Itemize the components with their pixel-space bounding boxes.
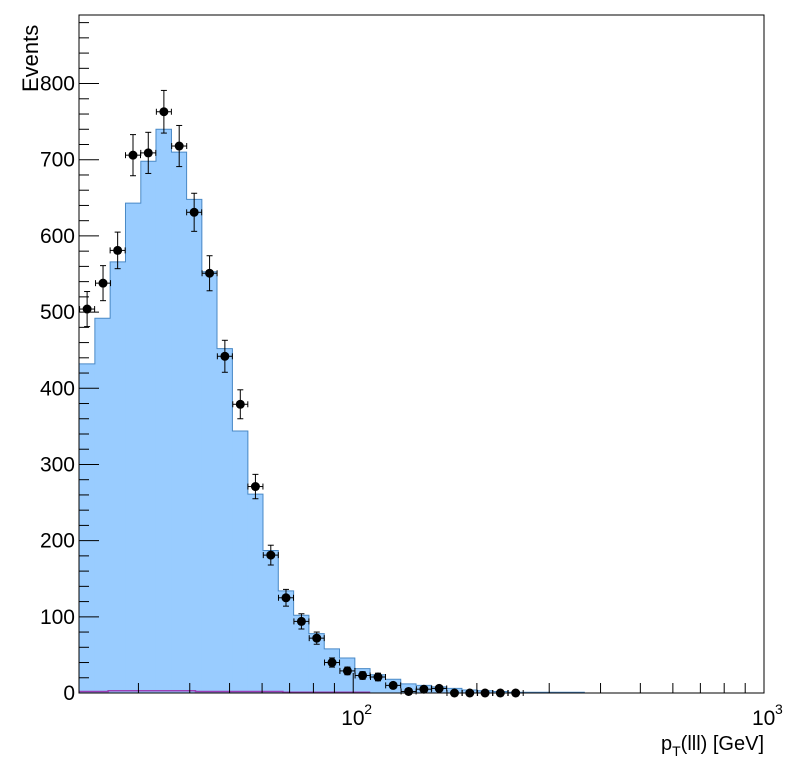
data-marker: [327, 658, 337, 668]
data-point: [201, 255, 218, 292]
minor-background-line: [79, 689, 371, 693]
data-marker: [312, 633, 322, 643]
data-point: [232, 389, 249, 420]
x-tick-label: 10: [341, 707, 364, 730]
mc-bin-bar: [262, 550, 279, 693]
mc-bin-bar: [247, 494, 264, 693]
data-point: [109, 231, 126, 270]
mc-bin-bar: [94, 318, 111, 693]
data-marker: [82, 304, 92, 314]
y-tick-label: 800: [40, 73, 75, 96]
data-point: [293, 613, 310, 630]
data-point: [339, 666, 356, 676]
x-axis-label: pT(lll) [GeV]: [661, 733, 764, 759]
mc-bin-bar: [201, 271, 218, 693]
mc-bin-bar: [171, 152, 188, 693]
axis-ticks: [79, 22, 765, 694]
data-point: [400, 686, 417, 696]
data-marker: [205, 268, 215, 278]
mc-bin-bar: [308, 633, 325, 693]
data-marker: [113, 245, 123, 255]
mc-bin-bar: [217, 348, 233, 693]
data-point: [385, 680, 402, 690]
y-tick-label: 700: [40, 149, 75, 172]
y-tick-label: 400: [40, 377, 75, 400]
data-point: [186, 192, 203, 232]
y-tick-label: 300: [40, 453, 75, 476]
x-tick-exponent: 3: [775, 701, 783, 717]
data-point: [277, 588, 294, 607]
data-point: [415, 684, 432, 694]
data-point: [124, 134, 142, 177]
mc-bin-bar: [370, 674, 386, 693]
data-point: [79, 291, 96, 328]
data-marker: [189, 207, 199, 217]
y-tick-label: 0: [63, 682, 75, 705]
mc-bin-bar: [232, 430, 249, 693]
mc-stack: [78, 128, 646, 694]
data-marker: [434, 683, 444, 693]
data-marker: [159, 107, 169, 117]
mc-outline: [78, 128, 646, 694]
data-marker: [281, 593, 291, 603]
mc-bin-bar: [110, 261, 126, 693]
data-marker: [220, 351, 230, 361]
mc-bin-bar: [140, 161, 157, 694]
plot-frame: [78, 14, 765, 694]
data-marker: [98, 278, 108, 288]
y-tick-labels: 0 100 200 300 400 500 600 700 800: [40, 73, 75, 705]
minor-background: [79, 689, 371, 693]
mc-bin-bar: [79, 363, 96, 693]
data-marker: [358, 670, 368, 680]
mc-bin-bar: [278, 590, 295, 693]
data-point: [140, 131, 157, 174]
y-tick-label: 100: [40, 606, 75, 629]
data-marker: [174, 141, 184, 151]
data-marker: [266, 550, 276, 560]
mc-bin-bar: [125, 203, 142, 693]
data-point: [262, 544, 279, 566]
data-marker: [373, 672, 383, 682]
mc-bin-bar: [339, 657, 356, 693]
y-tick-label: 200: [40, 530, 75, 553]
data-point: [216, 339, 233, 373]
mc-bin-bar: [155, 129, 172, 694]
data-marker: [143, 148, 153, 158]
data-marker: [388, 680, 398, 690]
y-axis-label: Events: [18, 25, 43, 92]
data-point: [308, 631, 325, 645]
x-tick-labels: 10 2 10 3: [341, 701, 783, 730]
data-point: [95, 265, 112, 302]
data-point: [247, 473, 264, 500]
y-tick-label: 600: [40, 225, 75, 248]
data-marker: [128, 150, 138, 160]
data-marker: [342, 666, 352, 676]
data-point: [369, 672, 387, 682]
data-point: [324, 657, 341, 668]
data-marker: [235, 399, 245, 409]
data-point: [155, 89, 172, 134]
x-tick-exponent: 2: [364, 701, 372, 717]
data-marker: [419, 684, 429, 694]
y-tick-label: 500: [40, 301, 75, 324]
mc-bin-bar: [324, 648, 340, 693]
data-marker: [296, 616, 306, 626]
data-marker: [250, 482, 260, 492]
data-marker: [404, 686, 414, 696]
data-point: [171, 124, 188, 168]
mc-bin-bar: [293, 615, 310, 693]
mc-bin-bar: [186, 199, 203, 694]
x-tick-label: 10: [752, 707, 775, 730]
